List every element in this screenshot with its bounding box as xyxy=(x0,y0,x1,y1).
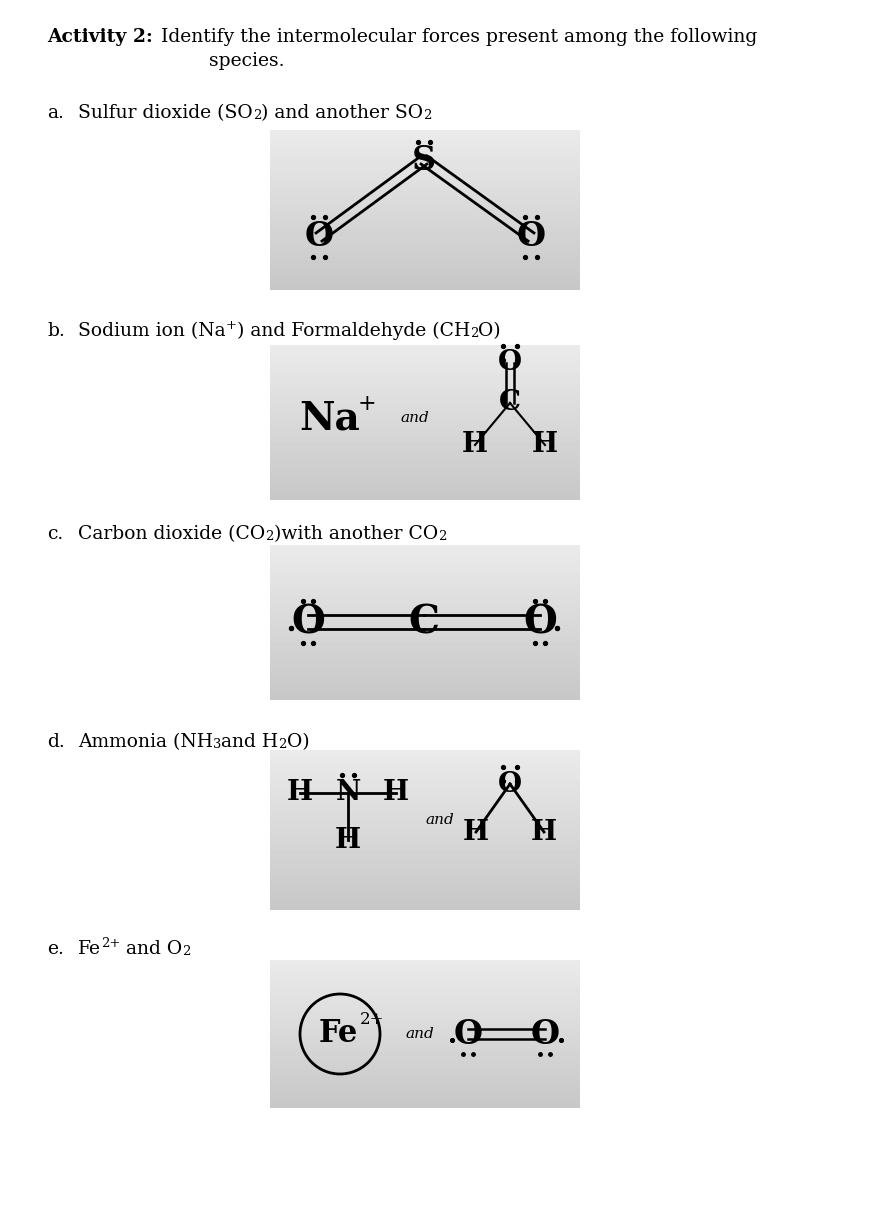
Text: 2+: 2+ xyxy=(360,1011,385,1029)
Text: H: H xyxy=(383,780,409,807)
Text: O: O xyxy=(524,602,557,641)
Text: O): O) xyxy=(287,733,309,752)
Text: 2: 2 xyxy=(183,945,191,958)
Text: C: C xyxy=(408,602,440,641)
Text: ) and Formaldehyde (CH: ) and Formaldehyde (CH xyxy=(237,322,470,340)
Text: H: H xyxy=(335,827,361,854)
Text: Carbon dioxide (CO: Carbon dioxide (CO xyxy=(78,525,265,543)
Text: c.: c. xyxy=(47,525,63,543)
Text: and: and xyxy=(400,411,429,425)
Text: Identify the intermolecular forces present among the following: Identify the intermolecular forces prese… xyxy=(155,28,757,46)
Text: Fe: Fe xyxy=(78,940,101,958)
Text: b.: b. xyxy=(47,322,65,340)
Text: Sulfur dioxide (SO: Sulfur dioxide (SO xyxy=(78,103,253,122)
Text: 2+: 2+ xyxy=(101,938,121,950)
Text: O: O xyxy=(304,221,334,254)
Text: Fe: Fe xyxy=(318,1019,357,1050)
Text: O: O xyxy=(498,770,522,797)
Text: species.: species. xyxy=(155,52,285,70)
Text: )with another CO: )with another CO xyxy=(274,525,438,543)
Text: and H: and H xyxy=(221,733,279,752)
Text: H: H xyxy=(463,818,489,845)
Text: Activity 2:: Activity 2: xyxy=(47,28,153,46)
Text: N: N xyxy=(336,780,361,807)
Text: 2: 2 xyxy=(423,108,432,122)
Text: d.: d. xyxy=(47,733,65,752)
Text: Ammonia (NH: Ammonia (NH xyxy=(78,733,213,752)
Text: ) and another SO: ) and another SO xyxy=(261,103,423,122)
Text: O: O xyxy=(498,350,522,377)
Text: a.: a. xyxy=(47,103,64,122)
Text: H: H xyxy=(287,780,313,807)
Text: +: + xyxy=(358,393,377,415)
Text: O: O xyxy=(454,1018,482,1051)
Text: H: H xyxy=(532,431,558,458)
Text: Sodium ion (Na: Sodium ion (Na xyxy=(78,322,225,340)
Text: O: O xyxy=(517,221,545,254)
Text: +: + xyxy=(225,319,237,331)
Text: O): O) xyxy=(478,322,501,340)
Text: 2: 2 xyxy=(253,108,261,122)
Text: H: H xyxy=(531,818,557,845)
Text: e.: e. xyxy=(47,940,64,958)
Text: O: O xyxy=(291,602,325,641)
Text: 2: 2 xyxy=(470,326,478,340)
Text: C: C xyxy=(499,389,521,416)
Text: Na: Na xyxy=(300,399,360,437)
Text: 2: 2 xyxy=(265,530,274,543)
Text: 3: 3 xyxy=(213,738,221,752)
Text: S: S xyxy=(412,143,436,176)
Text: 2: 2 xyxy=(279,738,287,752)
Text: and: and xyxy=(426,813,454,827)
Text: H: H xyxy=(462,431,488,458)
Text: and: and xyxy=(406,1027,434,1041)
Text: and O: and O xyxy=(121,940,183,958)
Text: 2: 2 xyxy=(438,530,446,543)
Text: O: O xyxy=(531,1018,559,1051)
